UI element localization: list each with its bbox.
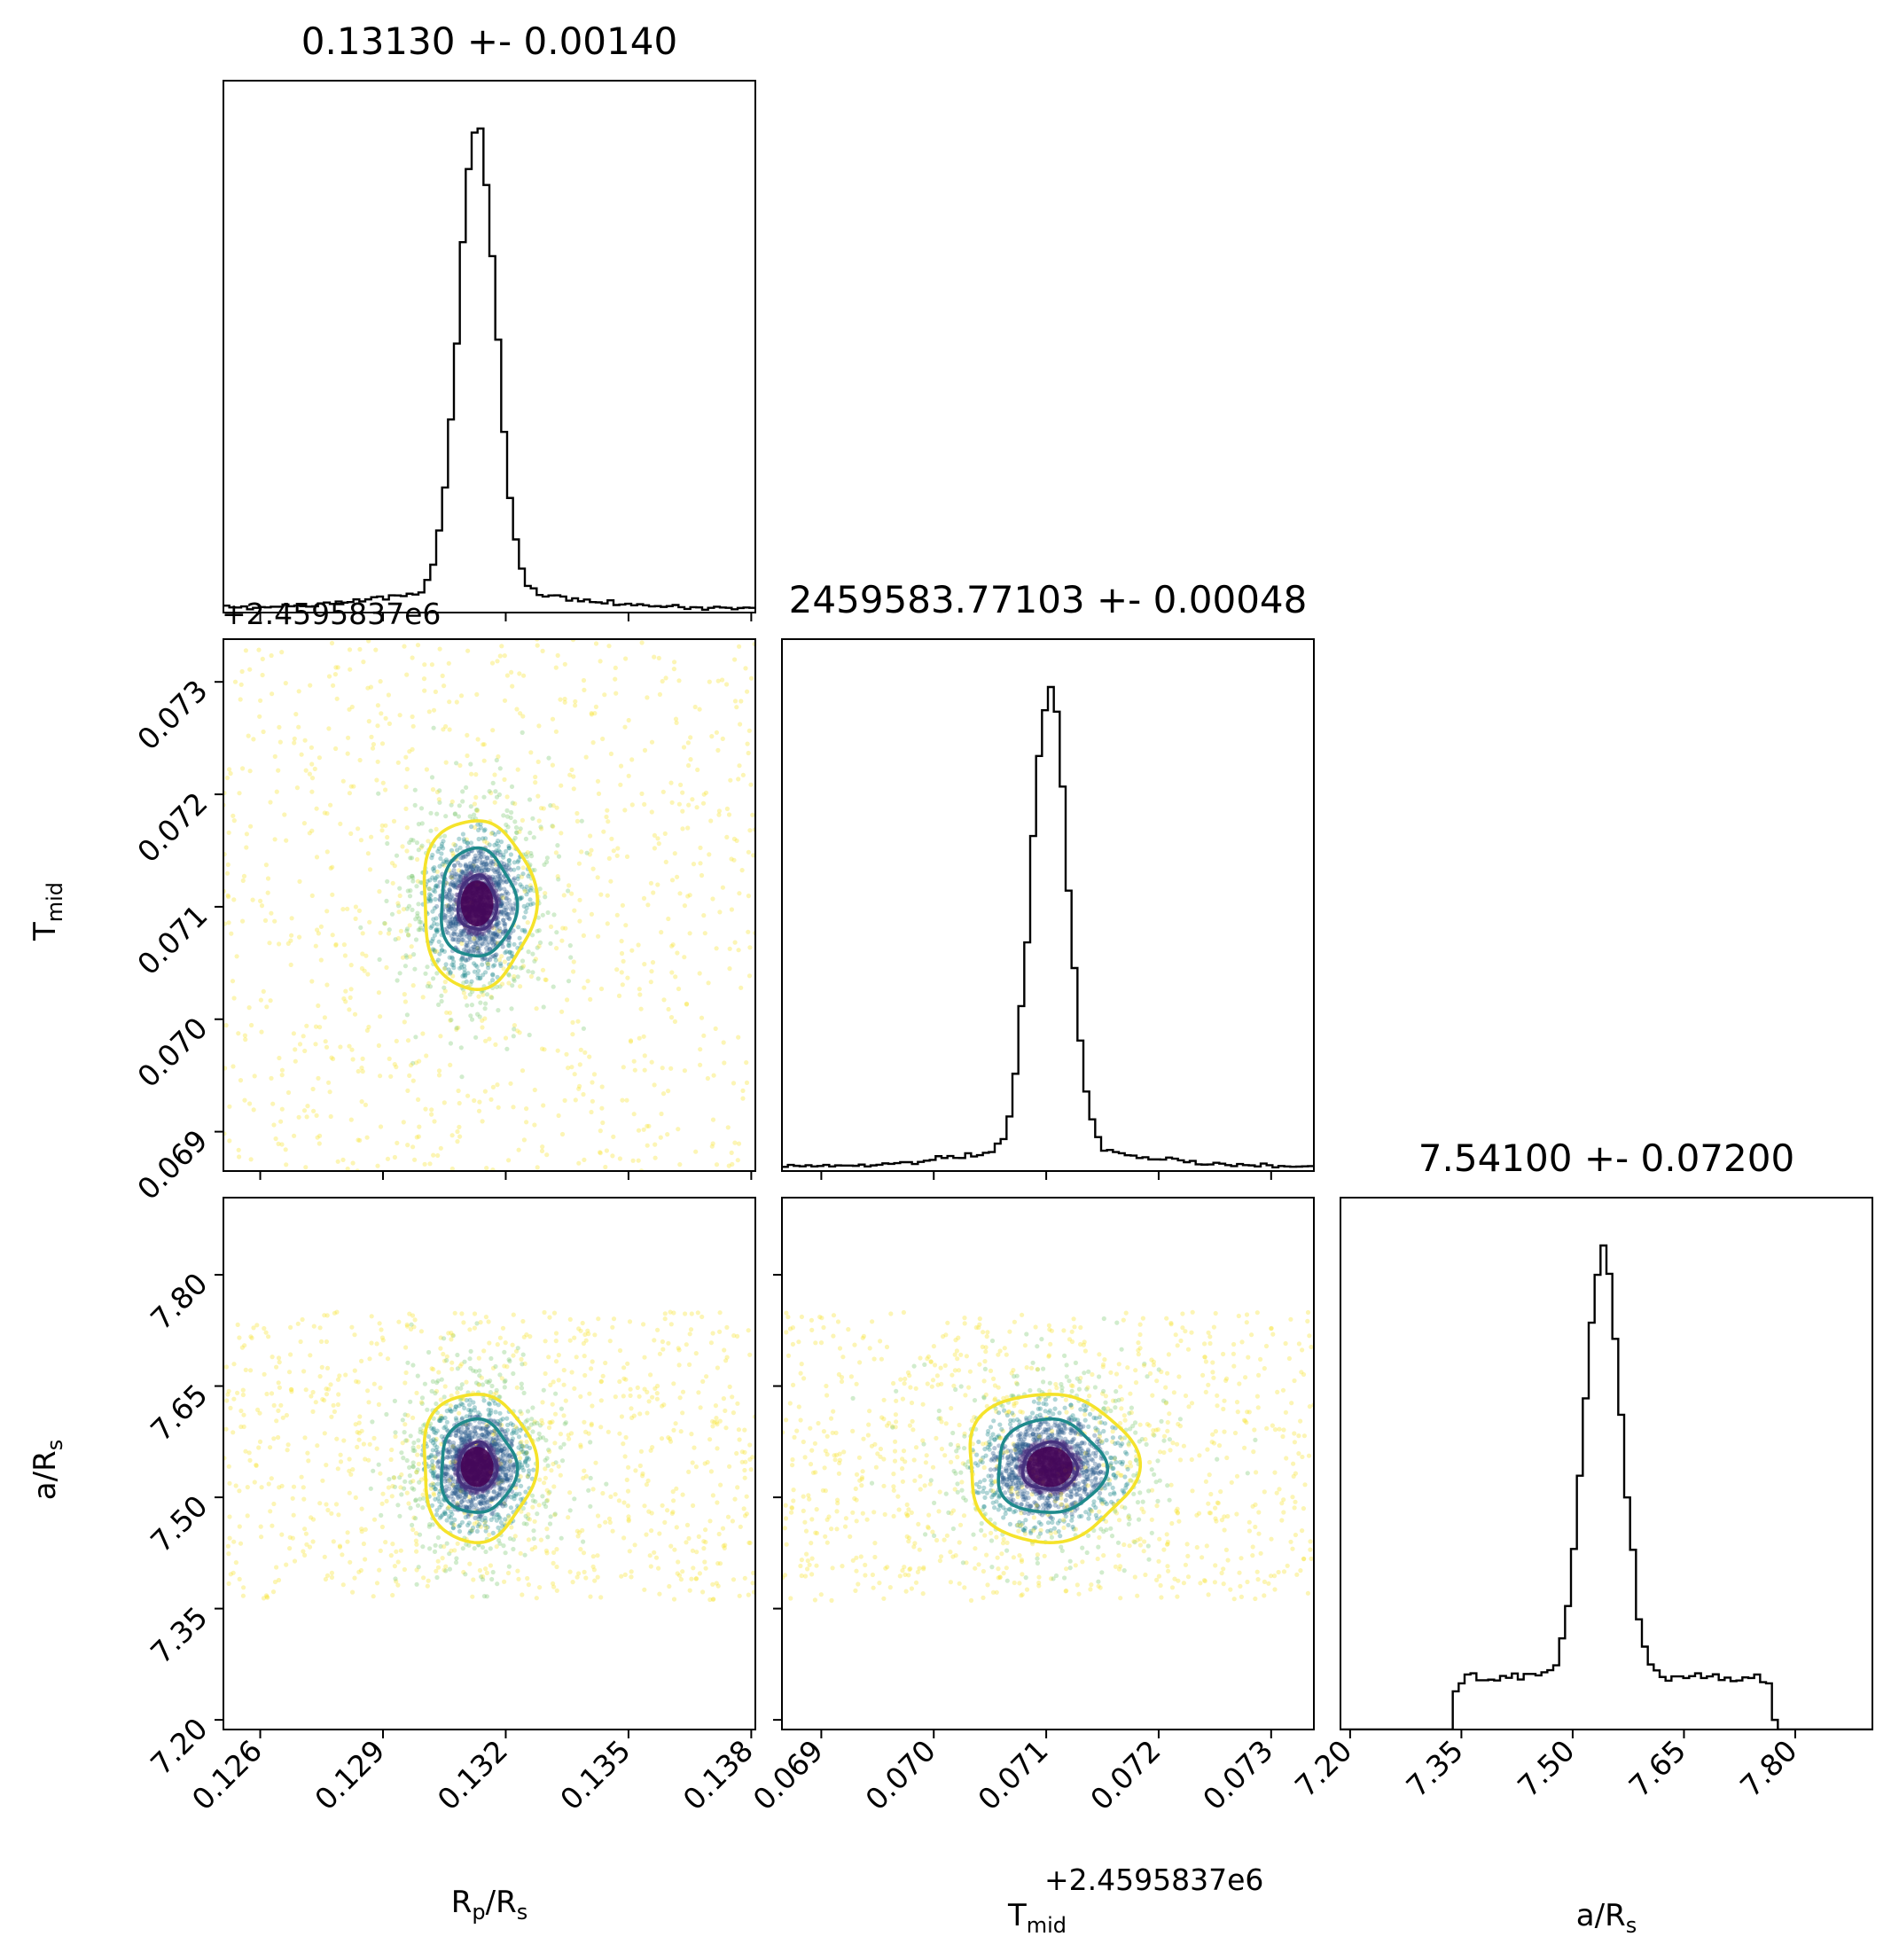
x-tick-label: 7.65 xyxy=(1622,1733,1693,1804)
contour-level-3 xyxy=(968,1392,1142,1545)
y-tick-label: 7.35 xyxy=(144,1600,215,1671)
hist-panel-ars: 7.20 7.35 7.50 7.65 7.80 xyxy=(1288,1197,1873,1804)
x-tick-label: 0.138 xyxy=(676,1733,760,1816)
x-tick-label: 0.073 xyxy=(1196,1733,1279,1816)
panel-frame xyxy=(223,80,756,613)
ylabel-ars: a/Rs xyxy=(27,1440,67,1500)
density-core xyxy=(1027,1447,1073,1488)
ylabel-tmid: Tmid xyxy=(27,882,67,941)
offset-label-rp-tmid: +2.4595837e6 xyxy=(222,597,441,631)
x-tick-label: 0.072 xyxy=(1083,1733,1167,1816)
panel-frame xyxy=(223,1197,756,1730)
y-tick-label: 0.069 xyxy=(130,1123,214,1206)
panel-frame xyxy=(781,1197,1315,1730)
xlabel-ars: a/Rs xyxy=(1576,1898,1637,1938)
hist-panel-tmid xyxy=(781,638,1315,1180)
y-tick-label: 0.070 xyxy=(130,1011,214,1094)
panel-frame xyxy=(1340,1197,1873,1730)
hist-line-tmid xyxy=(782,685,1314,1169)
x-tick-label: 0.132 xyxy=(431,1733,514,1816)
title-rp: 0.13130 +- 0.00140 xyxy=(301,20,677,63)
x-tick-label: 7.80 xyxy=(1733,1733,1804,1804)
panel-frame xyxy=(781,638,1315,1172)
x-tick-label: 0.069 xyxy=(746,1733,830,1816)
contour-level-3 xyxy=(422,1392,539,1545)
contour-level-1 xyxy=(1020,1440,1080,1492)
density-core xyxy=(460,880,494,926)
x-tick-label: 0.129 xyxy=(308,1733,391,1816)
x-tick-label: 0.071 xyxy=(971,1733,1054,1816)
x-tick-label: 7.35 xyxy=(1400,1733,1471,1804)
hist-line-ars xyxy=(1340,1244,1872,1730)
y-tick-label: 0.073 xyxy=(130,673,214,756)
title-ars: 7.54100 +- 0.07200 xyxy=(1418,1136,1794,1180)
y-tick-label: 7.20 xyxy=(144,1711,215,1782)
y-tick-label: 7.65 xyxy=(144,1378,215,1449)
panel-frame xyxy=(223,638,756,1172)
x-tick-label: 7.50 xyxy=(1511,1733,1582,1804)
contour-level-2 xyxy=(440,1417,520,1514)
contour-level-2 xyxy=(440,846,520,958)
scatter-panel-rp-ars: 0.126 0.129 0.132 0.135 0.1387.207.357.507.6… xyxy=(144,1197,760,1816)
xlabel-rp: Rp/Rs xyxy=(451,1885,528,1925)
x-tick-label: 0.135 xyxy=(553,1733,637,1816)
contour-level-1 xyxy=(456,1440,499,1492)
contour-level-1 xyxy=(456,873,499,932)
x-tick-label: 7.20 xyxy=(1288,1733,1359,1804)
scatter-panel-tmid-ars: 0.069 0.070 0.071 0.072 0.073 xyxy=(746,1197,1315,1816)
hist-panel-rp xyxy=(223,80,756,621)
contour-level-3 xyxy=(422,819,539,992)
density-core xyxy=(460,1447,494,1488)
xlabel-tmid: Tmid xyxy=(1007,1898,1067,1938)
contour-level-2 xyxy=(996,1417,1110,1514)
y-tick-label: 0.071 xyxy=(130,898,214,981)
offset-label-tmid-x: +2.4595837e6 xyxy=(1044,1862,1263,1897)
scatter-panel-rp-tmid: 0.069 0.070 0.071 0.072 0.073 xyxy=(130,638,756,1206)
y-tick-label: 0.072 xyxy=(130,785,214,869)
hist-line-rp xyxy=(223,127,755,612)
y-tick-label: 7.80 xyxy=(144,1266,215,1337)
x-tick-label: 0.070 xyxy=(859,1733,942,1816)
y-tick-label: 7.50 xyxy=(144,1488,215,1559)
title-tmid: 2459583.77103 +- 0.00048 xyxy=(789,578,1308,621)
